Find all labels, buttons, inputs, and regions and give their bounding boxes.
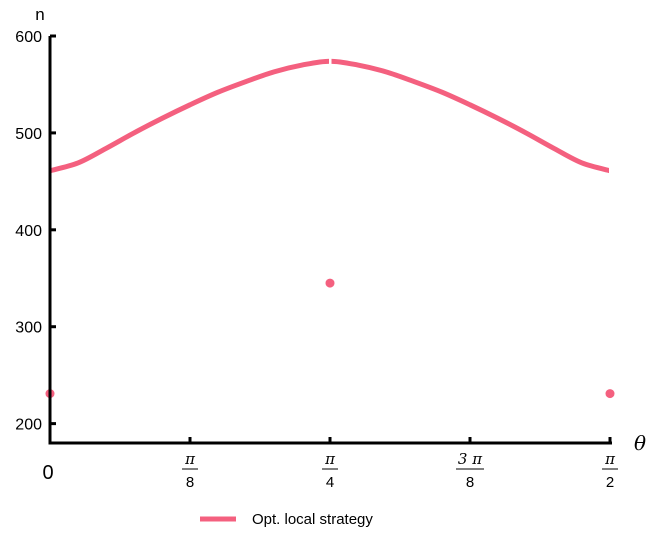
series-line-opt-local-strategy [49,58,611,174]
legend: Opt. local strategy [200,511,373,528]
data-point [325,278,335,288]
y-axis-label: n [35,5,44,24]
y-tick-label: 200 [15,417,42,434]
curve-layer [49,57,612,175]
x-tick-denominator: 4 [326,474,334,491]
curve-joint-gap [609,166,612,175]
y-tick-label: 300 [15,320,42,337]
data-point [605,389,615,399]
x-tick-numerator: π [604,450,616,468]
x-tick-denominator: 8 [466,474,474,491]
y-tick-label: 400 [15,223,42,240]
y-tick-label: 600 [15,29,42,46]
legend-label: Opt. local strategy [252,511,373,528]
x-tick-numerator: π [184,450,196,468]
y-tick-label: 500 [15,126,42,143]
x-tick-denominator: 2 [606,474,614,491]
x-tick-denominator: 8 [186,474,194,491]
ticks-layer: 200 300 400 500 600 0 π 8 π 4 3 π 8 π 2 [15,29,618,491]
axes-layer [48,36,612,445]
x-axis-label: θ [634,431,646,455]
x-tick-numerator: π [324,450,336,468]
curve-joint-gap [329,57,332,66]
x-tick-label: 0 [42,462,53,484]
points-layer [45,278,615,399]
x-tick-numerator: 3 π [458,450,483,468]
